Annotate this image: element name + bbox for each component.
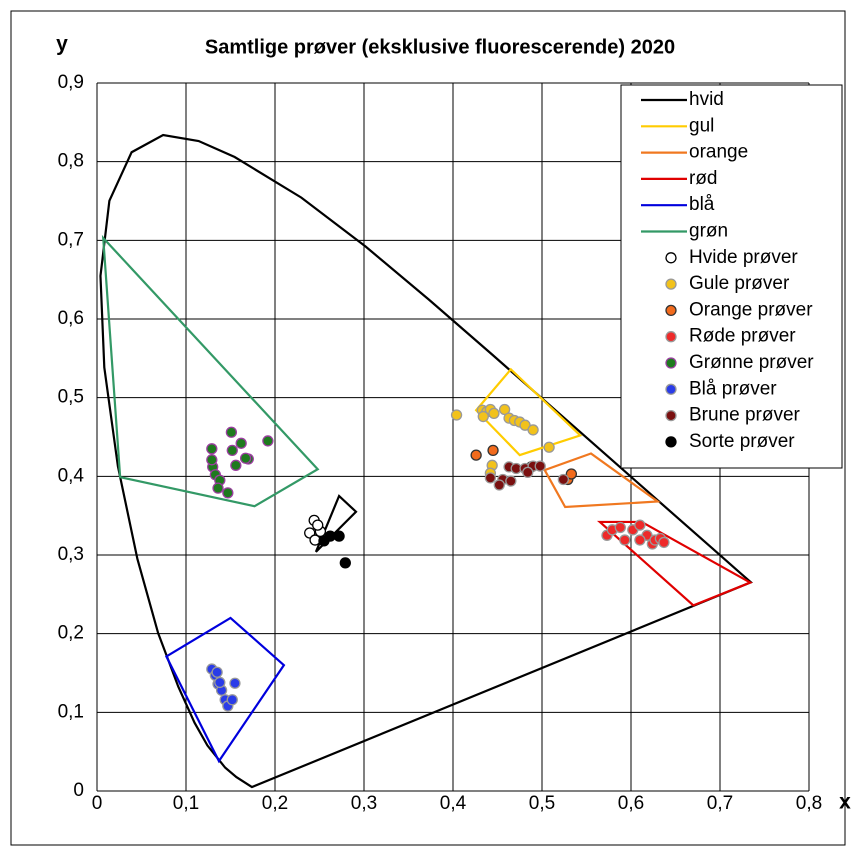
x-tick-label: 0,5 (529, 793, 555, 814)
sample-point (333, 530, 345, 542)
sample-point (527, 424, 539, 436)
sample-point (226, 444, 238, 457)
legend-marker (665, 278, 677, 290)
sample-point (477, 410, 489, 423)
legend-label: Orange prøver (689, 299, 813, 320)
legend-marker (665, 357, 677, 369)
legend-label: gul (689, 115, 714, 136)
sample-point (225, 426, 238, 438)
x-tick-label: 0,8 (796, 793, 822, 814)
sample-point (262, 435, 274, 447)
x-tick-label: 0,6 (618, 793, 644, 814)
legend-label: Blå prøver (689, 378, 777, 399)
sample-point (214, 676, 226, 689)
sample-point (229, 677, 241, 689)
sample-point (230, 459, 242, 471)
sample-point (239, 452, 252, 464)
legend-label: Røde prøver (689, 326, 796, 347)
legend-label: grøn (689, 221, 728, 242)
x-tick-label: 0,2 (262, 793, 288, 814)
x-tick-label: 0,4 (440, 793, 467, 814)
y-tick-label: 0,6 (58, 308, 84, 329)
legend-label: rød (689, 168, 718, 189)
sample-point (634, 519, 646, 531)
region-outline (314, 494, 358, 553)
y-tick-label: 0,9 (58, 72, 84, 93)
sample-point (206, 454, 218, 466)
sample-point (312, 519, 324, 531)
sample-point (487, 444, 499, 457)
y-tick-label: 0,5 (58, 387, 84, 408)
sample-point (488, 407, 500, 420)
sample-point (484, 472, 497, 484)
sample-point (206, 443, 218, 455)
y-tick-label: 0,7 (58, 229, 84, 250)
legend-label: Grønne prøver (689, 352, 814, 373)
legend-label: Sorte prøver (689, 431, 795, 452)
sample-point (534, 460, 546, 472)
x-tick-label: 0,3 (351, 793, 377, 814)
y-tick-label: 0,2 (58, 623, 84, 644)
legend-label: orange (689, 142, 748, 163)
y-tick-label: 0 (73, 780, 84, 801)
legend-box (620, 84, 843, 469)
sample-point (543, 441, 555, 453)
legend-label: blå (689, 194, 715, 215)
x-tick-label: 0,7 (707, 793, 733, 814)
y-tick-label: 0,8 (58, 151, 84, 172)
y-tick-label: 0,4 (58, 465, 85, 486)
legend-marker (665, 409, 677, 422)
legend-marker (665, 436, 677, 448)
sample-point (235, 437, 247, 449)
legend-label: Gule prøver (689, 273, 790, 294)
sample-point (470, 449, 482, 461)
legend-marker (665, 383, 677, 395)
spectral-locus (99, 133, 753, 789)
region-outline (101, 234, 320, 508)
sample-point (211, 666, 223, 678)
sample-point (339, 557, 351, 569)
region-outline (164, 616, 286, 764)
x-axis-label: x (839, 791, 851, 814)
sample-point (505, 475, 517, 487)
legend-label: Hvide prøver (689, 247, 798, 268)
x-tick-label: 0,1 (173, 793, 199, 814)
sample-point (498, 403, 511, 416)
sample-point (522, 466, 534, 479)
legend-label: Brune prøver (689, 405, 801, 426)
sample-point (222, 487, 234, 499)
sample-point (493, 479, 505, 491)
sample-point (634, 534, 646, 546)
x-tick-label: 0 (92, 793, 103, 814)
legend-marker (665, 304, 677, 317)
y-tick-label: 0,1 (58, 701, 84, 722)
sample-point (619, 534, 631, 546)
sample-point (212, 482, 224, 494)
sample-point (557, 473, 570, 486)
chart-title: Samtlige prøver (eksklusive fluoresceren… (205, 36, 675, 58)
region-outline (596, 520, 753, 607)
sample-point (226, 694, 238, 706)
legend-marker (665, 252, 677, 264)
legend-marker (665, 331, 677, 343)
sample-point (614, 521, 626, 534)
y-axis-label: y (56, 33, 68, 56)
sample-point (565, 468, 578, 480)
region-outline (543, 452, 661, 509)
sample-point (450, 409, 463, 421)
legend-label: hvid (689, 89, 724, 110)
sample-point (658, 536, 670, 549)
y-tick-label: 0,3 (58, 544, 84, 565)
region-outline (474, 367, 583, 457)
